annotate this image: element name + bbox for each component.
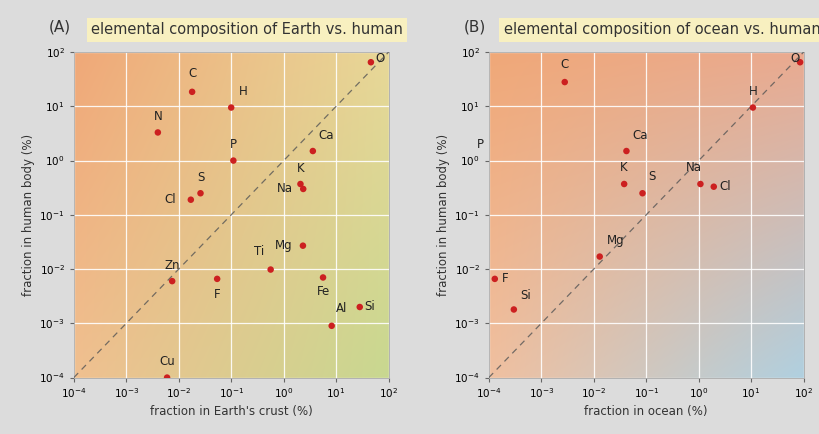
Point xyxy=(470,322,483,329)
Point xyxy=(592,253,605,260)
Point xyxy=(264,266,277,273)
Point xyxy=(194,190,207,197)
Text: elemental composition of ocean vs. human: elemental composition of ocean vs. human xyxy=(503,23,819,37)
Text: Cl: Cl xyxy=(718,180,731,193)
Point xyxy=(210,276,224,283)
Point xyxy=(558,79,571,85)
Text: Ca: Ca xyxy=(318,129,333,142)
Text: Ti: Ti xyxy=(254,245,264,258)
Text: F: F xyxy=(214,289,220,302)
Point xyxy=(636,190,649,197)
Text: (B): (B) xyxy=(463,19,486,34)
Point xyxy=(745,104,758,111)
Text: O: O xyxy=(374,53,384,66)
Text: Al: Al xyxy=(336,302,347,316)
Text: Mg: Mg xyxy=(275,239,292,252)
Text: Si: Si xyxy=(364,300,375,313)
Text: Cl: Cl xyxy=(165,193,176,206)
Text: Fe: Fe xyxy=(316,286,329,299)
Point xyxy=(353,303,366,310)
Point xyxy=(316,274,329,281)
Text: Na: Na xyxy=(685,161,701,174)
Point xyxy=(470,374,483,381)
Text: Al: Al xyxy=(0,433,1,434)
Point xyxy=(184,196,197,203)
Text: N: N xyxy=(0,433,1,434)
Text: N: N xyxy=(153,110,162,123)
Text: Mg: Mg xyxy=(606,234,624,247)
Text: C: C xyxy=(560,58,568,71)
Text: (A): (A) xyxy=(48,19,70,34)
X-axis label: fraction in ocean (%): fraction in ocean (%) xyxy=(584,404,707,418)
Point xyxy=(227,157,240,164)
Text: Cu: Cu xyxy=(0,433,1,434)
Point xyxy=(165,278,179,285)
Point xyxy=(224,104,238,111)
Point xyxy=(296,242,309,249)
Text: S: S xyxy=(197,171,204,184)
Y-axis label: fraction in human body (%): fraction in human body (%) xyxy=(437,134,450,296)
Point xyxy=(293,181,306,187)
Point xyxy=(306,148,319,155)
Point xyxy=(793,59,806,66)
Y-axis label: fraction in human body (%): fraction in human body (%) xyxy=(22,134,35,296)
Point xyxy=(706,183,719,190)
Point xyxy=(617,181,630,187)
Text: Si: Si xyxy=(520,289,531,302)
Text: Ti; Fe: Ti; Fe xyxy=(0,433,1,434)
Text: P: P xyxy=(477,138,483,151)
Point xyxy=(507,306,520,313)
Point xyxy=(470,260,483,267)
Point xyxy=(693,181,706,187)
Text: P: P xyxy=(229,138,237,151)
Text: C: C xyxy=(188,67,196,80)
Text: F: F xyxy=(501,273,509,286)
Point xyxy=(324,322,337,329)
Point xyxy=(470,129,483,136)
Text: O: O xyxy=(789,53,799,66)
Point xyxy=(619,148,632,155)
Point xyxy=(152,129,165,136)
Text: Cu: Cu xyxy=(159,355,174,368)
Text: Zn: Zn xyxy=(165,259,179,272)
Point xyxy=(487,276,500,283)
X-axis label: fraction in Earth's crust (%): fraction in Earth's crust (%) xyxy=(150,404,312,418)
Point xyxy=(473,157,486,164)
Point xyxy=(185,89,198,95)
Text: Na: Na xyxy=(277,182,292,195)
Text: elemental composition of Earth vs. human: elemental composition of Earth vs. human xyxy=(91,23,402,37)
Text: S: S xyxy=(648,171,655,184)
Point xyxy=(364,59,377,66)
Text: Zn: Zn xyxy=(0,433,1,434)
Point xyxy=(161,374,174,381)
Point xyxy=(296,185,310,192)
Text: H: H xyxy=(238,85,247,99)
Point xyxy=(470,278,483,285)
Text: K: K xyxy=(296,162,304,174)
Text: H: H xyxy=(748,85,756,99)
Text: K: K xyxy=(620,161,627,174)
Text: Ca: Ca xyxy=(631,129,647,142)
